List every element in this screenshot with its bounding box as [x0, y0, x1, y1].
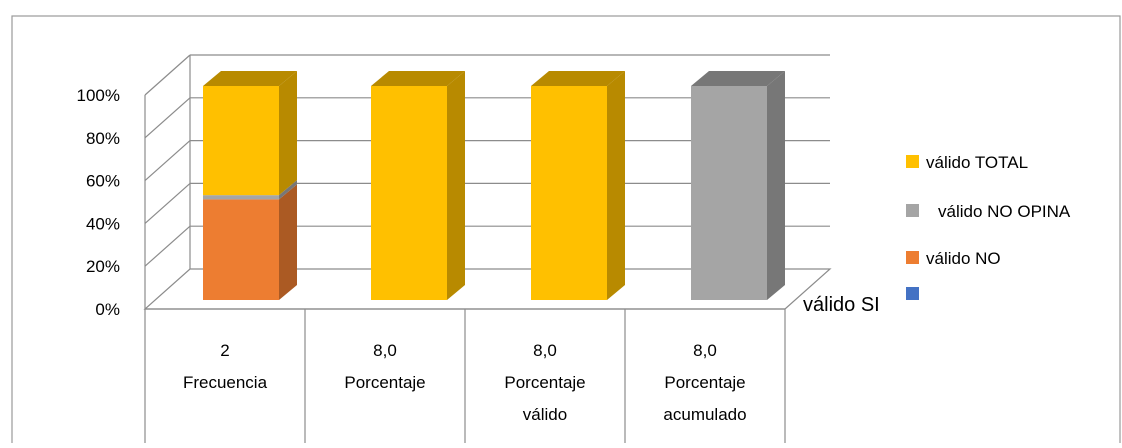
bar-segment-side — [279, 71, 297, 196]
bar-segment-side — [279, 184, 297, 300]
legend-swatch — [906, 287, 919, 300]
y-tick-label: 20% — [86, 257, 120, 276]
bar-segment-front — [203, 199, 279, 300]
legend-swatch — [906, 204, 919, 217]
gridline-side — [144, 225, 191, 267]
bar-segment-side — [279, 180, 297, 200]
category-label: 8,0 — [373, 341, 397, 360]
category-label: Porcentaje — [504, 373, 585, 392]
bar-segment-front — [371, 86, 447, 300]
gridline-side — [144, 54, 191, 96]
legend-label: válido NO OPINA — [938, 202, 1071, 221]
y-axis-tick-labels: 0% 20% 40% 60% 80% 100% — [77, 86, 120, 319]
bar-segment-front — [691, 86, 767, 300]
bar-segment-front — [531, 86, 607, 300]
bar-segment-side — [447, 71, 465, 300]
bar-segment-top — [691, 71, 785, 86]
category-label: Frecuencia — [183, 373, 268, 392]
y-tick-label: 80% — [86, 129, 120, 148]
legend: válido TOTAL válido NO OPINA válido NO váli… — [803, 153, 1071, 316]
bar-segment-top — [203, 71, 297, 86]
y-tick-label: 100% — [77, 86, 120, 105]
gridline-side — [144, 97, 191, 139]
category-label: 8,0 — [533, 341, 557, 360]
y-tick-label: 0% — [95, 300, 120, 319]
category-label: 8,0 — [693, 341, 717, 360]
category-label: acumulado — [663, 405, 746, 424]
category-label: 2 — [220, 341, 229, 360]
legend-swatch — [906, 155, 919, 168]
bars — [203, 71, 785, 300]
bar-segment-side — [607, 71, 625, 300]
gridline-side — [144, 182, 191, 224]
chart-border — [11, 15, 1121, 448]
legend-label: válido SI — [803, 294, 880, 316]
bar-segment-front — [203, 195, 279, 200]
legend-swatch — [906, 251, 919, 264]
legend-label: válido TOTAL — [926, 153, 1028, 172]
y-tick-label: 60% — [86, 172, 120, 191]
legend-label: válido NO — [926, 249, 1001, 268]
bar-segment-top — [371, 71, 465, 86]
category-label: Porcentaje — [344, 373, 425, 392]
y-tick-label: 40% — [86, 214, 120, 233]
bar-segment-side — [767, 71, 785, 300]
bar-segment-top — [531, 71, 625, 86]
gridline-side — [144, 140, 191, 182]
category-label: válido — [523, 405, 567, 424]
bar-segment-front — [203, 86, 279, 196]
data-table: 2 Frecuencia 8,0 Porcentaje 8,0 Porcentaje vál… — [144, 308, 786, 443]
category-label: Porcentaje — [664, 373, 745, 392]
